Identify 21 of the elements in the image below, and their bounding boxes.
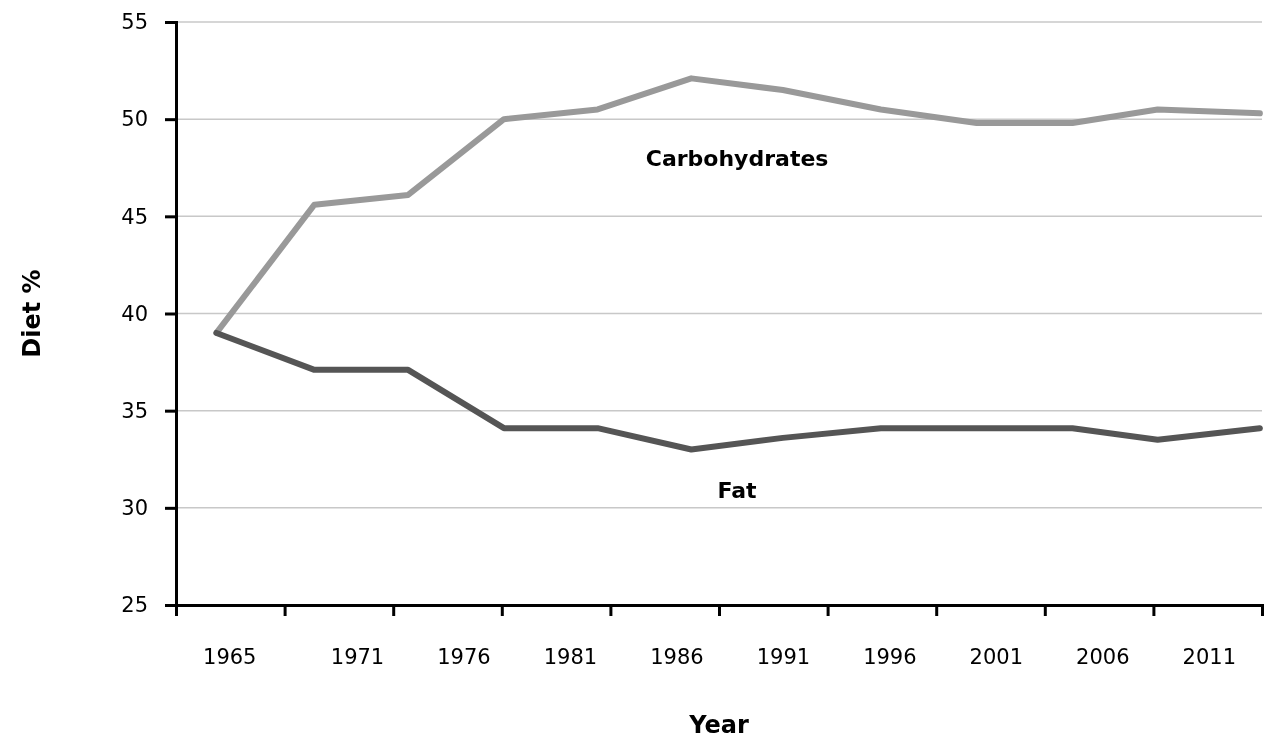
series-label: Fat bbox=[717, 477, 758, 503]
x-tick-label: 1986 bbox=[650, 644, 704, 669]
y-tick-label: 30 bbox=[121, 496, 148, 521]
x-tick-label: 2006 bbox=[1076, 644, 1130, 669]
x-tick-label: 1965 bbox=[203, 644, 257, 669]
x-tick-label: 1991 bbox=[756, 644, 811, 669]
y-axis-title: Diet % bbox=[18, 269, 46, 358]
x-tick-label: 1976 bbox=[437, 644, 491, 669]
y-tick-label: 55 bbox=[121, 10, 148, 35]
y-tick-label: 50 bbox=[121, 107, 148, 132]
x-tick-label: 1981 bbox=[543, 644, 598, 669]
y-tick-label: 40 bbox=[121, 301, 148, 326]
x-tick-label: 2001 bbox=[969, 644, 1024, 669]
y-tick-label: 25 bbox=[121, 593, 148, 618]
y-tick-label: 45 bbox=[121, 204, 148, 229]
y-tick-label: 35 bbox=[121, 398, 148, 423]
x-axis-title: Year bbox=[688, 711, 749, 739]
text: Carbohydrates bbox=[645, 146, 829, 172]
x-tick-label: 1996 bbox=[863, 644, 917, 669]
x-tick-label: 2011 bbox=[1182, 644, 1236, 669]
x-tick-label: 1971 bbox=[330, 644, 385, 669]
